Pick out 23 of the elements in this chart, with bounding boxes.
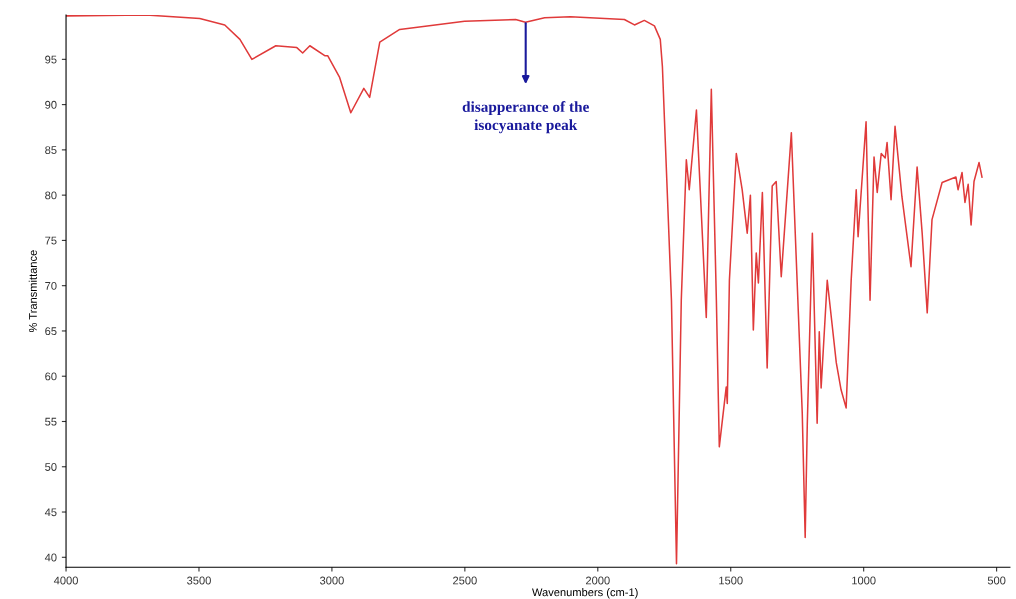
x-tick-label: 4000 — [53, 576, 78, 585]
y-tick-label: 50 — [45, 463, 57, 471]
y-tick-label: 60 — [45, 372, 57, 381]
y-tick-label: 85 — [45, 146, 57, 155]
y-tick-label: 45 — [44, 508, 57, 517]
y-tick-label: 95 — [45, 55, 57, 64]
x-tick-label: 2000 — [586, 576, 610, 585]
x-tick-label: 2500 — [453, 576, 477, 585]
annotation: disapperance of the isocyanate peak — [462, 101, 589, 134]
y-axis-title: % Transmittance — [28, 250, 37, 333]
y-tick-label: 90 — [45, 100, 57, 109]
y-tick-label: 75 — [45, 236, 57, 245]
x-tick-label: 1000 — [852, 576, 876, 585]
x-axis-title: Wavenumbers (cm-1) — [532, 588, 638, 599]
y-tick-label: 55 — [45, 417, 57, 426]
y-tick-label: 70 — [45, 281, 57, 290]
y-tick-label: 65 — [45, 327, 57, 336]
x-tick-label: 3500 — [187, 576, 211, 585]
y-tick-label: 40 — [44, 553, 57, 562]
y-tick-label: 80 — [45, 191, 57, 200]
x-tick-label: 1500 — [719, 576, 743, 585]
x-tick-label: 500 — [987, 576, 1006, 585]
x-tick-label: 3000 — [319, 576, 344, 585]
